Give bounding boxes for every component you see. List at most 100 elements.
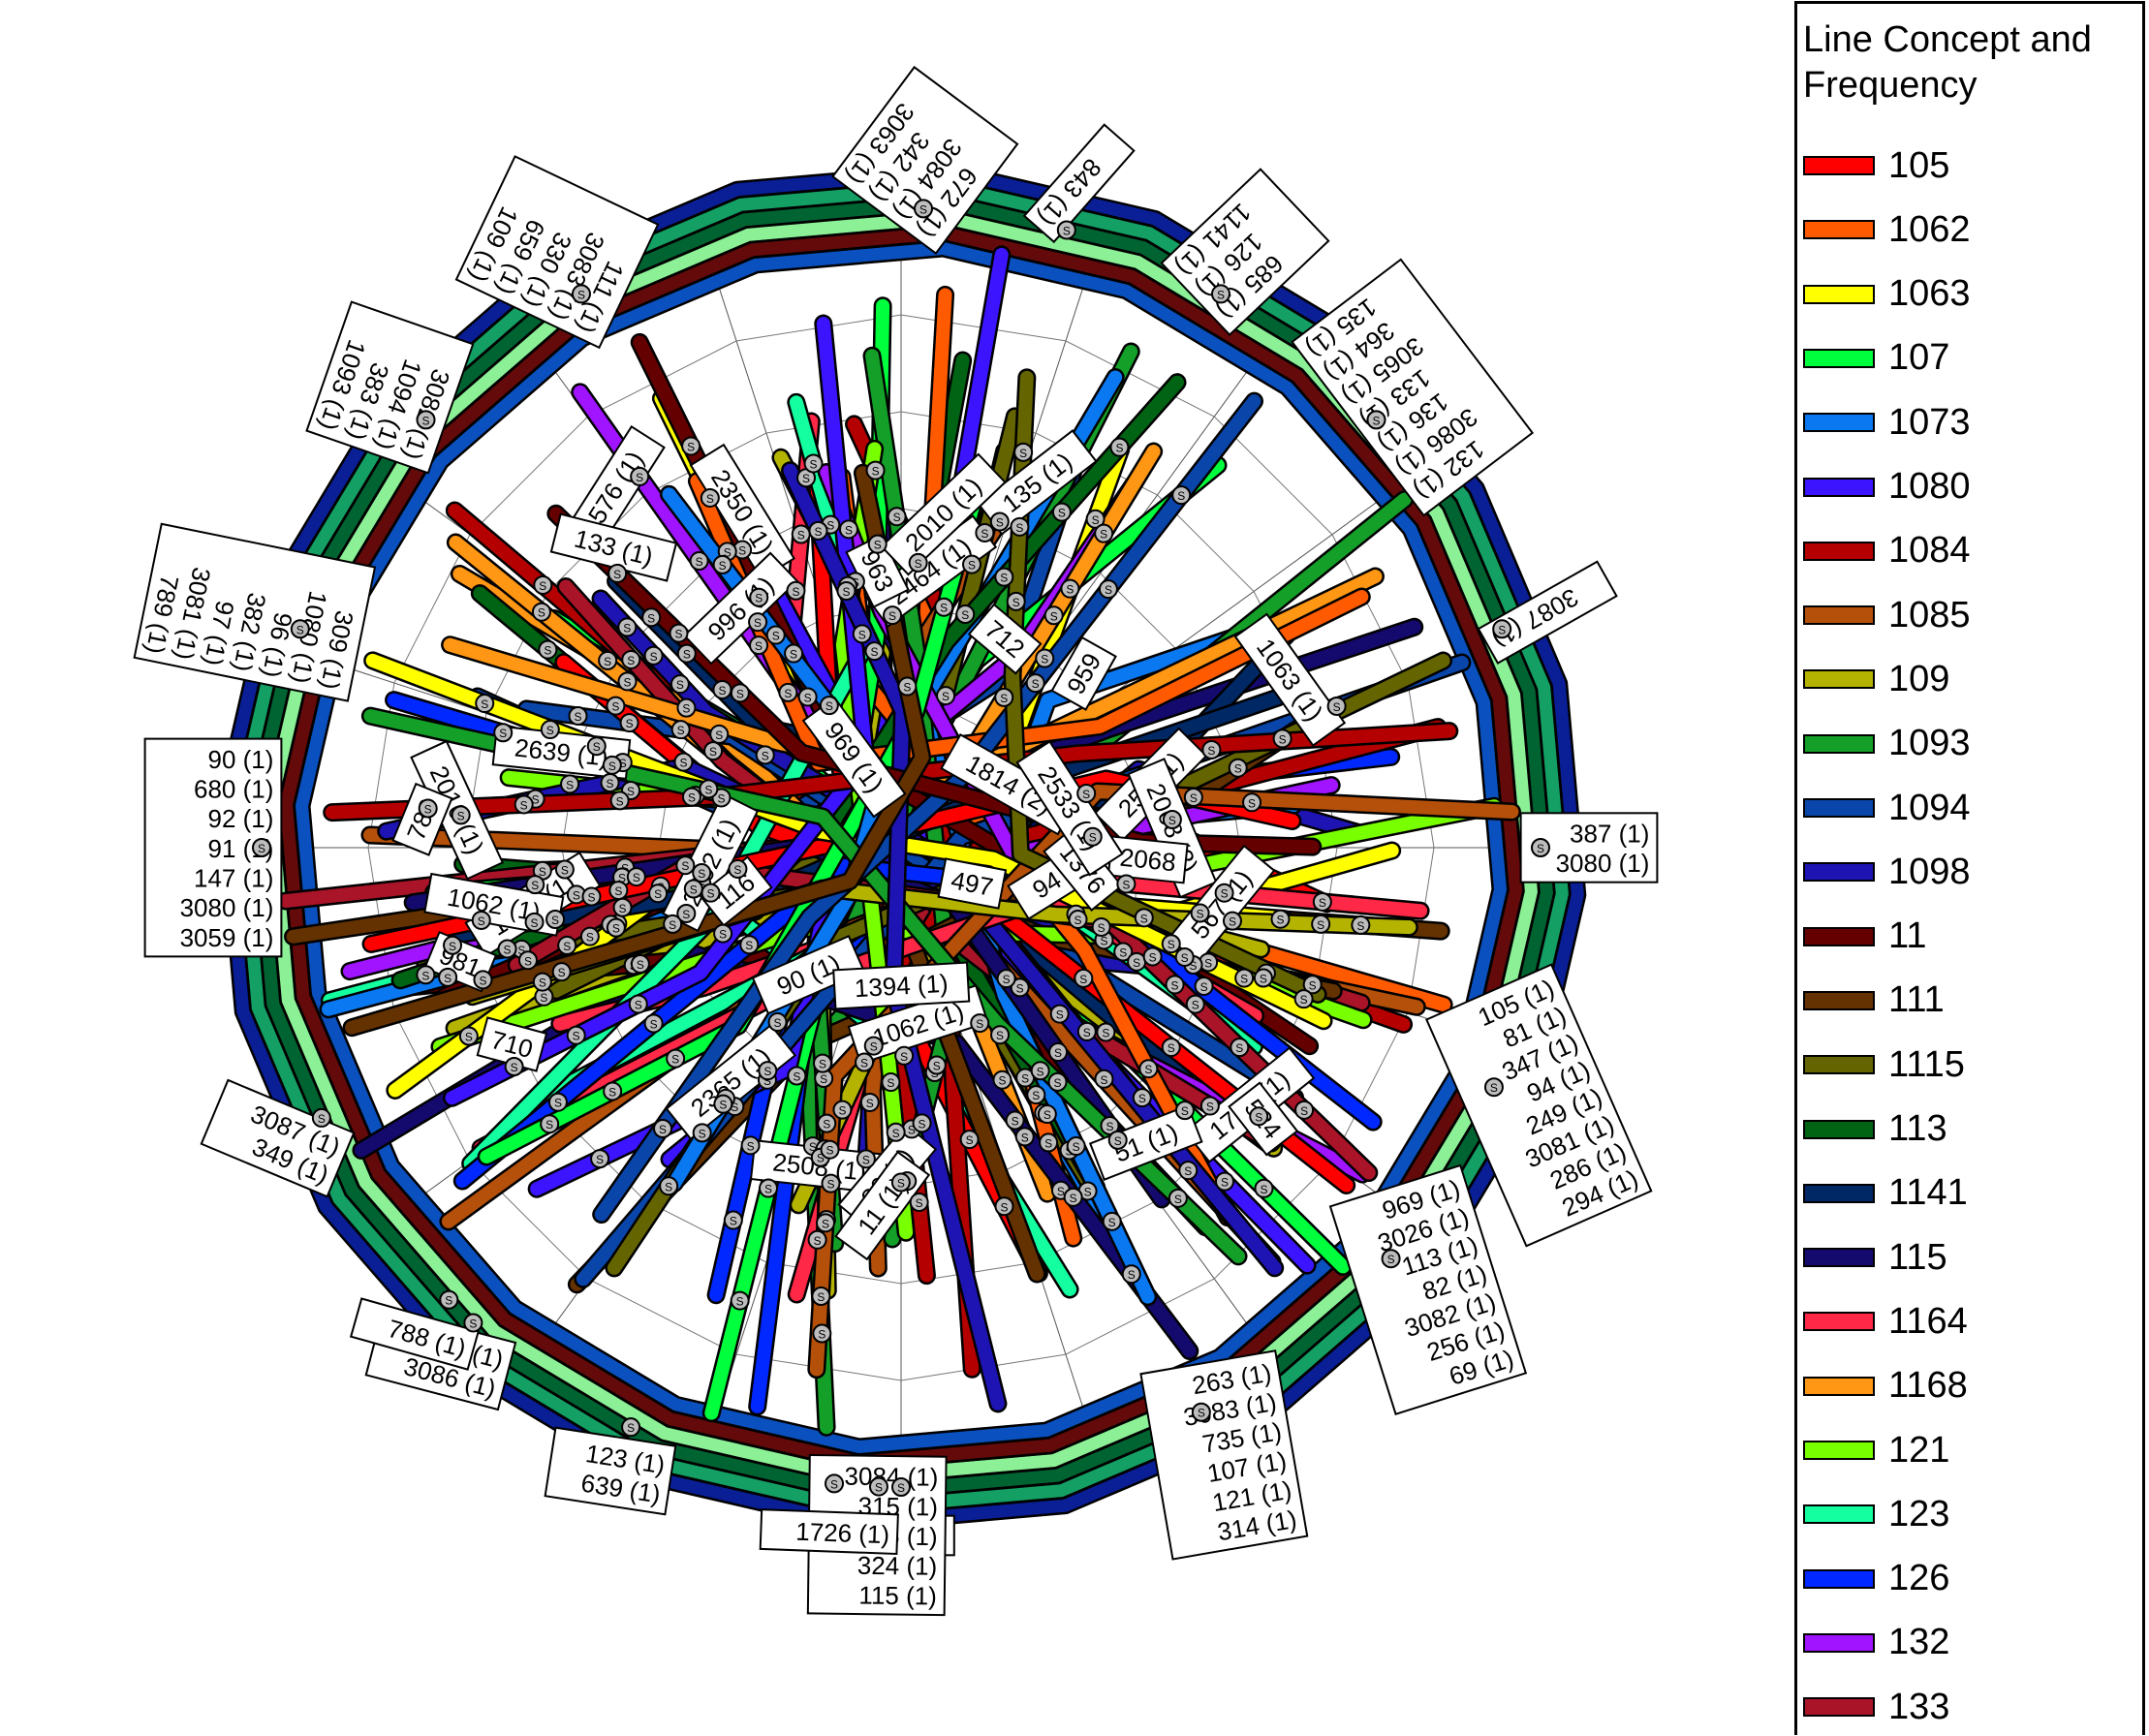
stop-marker: S xyxy=(859,1092,880,1112)
stop-marker: S xyxy=(641,607,662,628)
svg-text:S: S xyxy=(608,1085,616,1099)
legend-item: 109 xyxy=(1803,658,1949,700)
svg-text:S: S xyxy=(481,698,488,711)
stop-marker: S xyxy=(1132,1088,1152,1108)
svg-text:S: S xyxy=(457,809,465,822)
svg-text:S: S xyxy=(1105,583,1112,597)
stop-marker: S xyxy=(554,859,575,880)
stop-marker: S xyxy=(504,1057,524,1077)
svg-text:S: S xyxy=(1144,1063,1152,1076)
svg-text:S: S xyxy=(870,1040,878,1054)
svg-text:S: S xyxy=(915,557,922,571)
stop-marker: S xyxy=(617,671,638,692)
svg-text:S: S xyxy=(764,1183,772,1196)
stop-marker: S xyxy=(689,551,709,572)
stop-marker: S xyxy=(557,935,577,955)
legend-item: 1080 xyxy=(1803,466,1971,509)
stop-marker: S xyxy=(1249,1106,1269,1127)
stop-marker: S xyxy=(1014,1127,1035,1147)
stop-marker: S xyxy=(797,687,818,707)
legend-swatch xyxy=(1803,990,1875,1010)
stop-marker: S xyxy=(1142,946,1163,967)
stop-marker: S xyxy=(626,867,646,887)
stop-marker: S xyxy=(863,1036,884,1056)
stop-marker: S xyxy=(1043,605,1064,626)
station-labels: 672 (1)3084 (1)342 (1)3063 (1)843 (1)685… xyxy=(133,65,1659,1617)
stop-marker: S xyxy=(1066,1136,1086,1157)
svg-text:S: S xyxy=(814,1234,822,1248)
legend-swatch xyxy=(1803,1441,1875,1460)
svg-text:S: S xyxy=(422,414,430,427)
stop-marker: S xyxy=(1302,975,1323,995)
stop-marker: S xyxy=(1010,516,1030,537)
stop-marker: S xyxy=(1107,1130,1128,1150)
legend-item: 1073 xyxy=(1803,401,1971,444)
svg-text:S: S xyxy=(733,863,741,877)
stop-marker: S xyxy=(1234,968,1255,988)
svg-text:S: S xyxy=(627,1421,635,1435)
stop-marker: S xyxy=(867,534,888,554)
svg-text:S: S xyxy=(1498,623,1506,636)
svg-text:S: S xyxy=(774,1016,782,1030)
svg-text:S: S xyxy=(465,1031,473,1044)
stop-marker: S xyxy=(1100,1115,1120,1135)
legend-item: 126 xyxy=(1803,1558,1949,1600)
stop-marker: S xyxy=(1006,591,1026,611)
svg-text:S: S xyxy=(626,717,634,730)
svg-text:S: S xyxy=(814,525,822,539)
svg-text:S: S xyxy=(1260,1183,1267,1196)
stop-marker: S xyxy=(524,912,545,932)
svg-text:S: S xyxy=(1057,1185,1065,1198)
svg-text:S: S xyxy=(874,539,882,552)
legend-item: 1115 xyxy=(1803,1043,1965,1086)
svg-text:S: S xyxy=(747,1139,755,1153)
stop-marker: S xyxy=(676,698,697,718)
stop-marker: S xyxy=(897,676,918,697)
station-label-text: 680 (1) xyxy=(194,774,273,803)
stop-marker: S xyxy=(699,779,719,799)
stop-marker: S xyxy=(1165,975,1185,995)
stop-marker: S xyxy=(748,612,768,633)
stop-marker: S xyxy=(497,939,517,959)
svg-text:S: S xyxy=(1089,831,1097,845)
svg-text:S: S xyxy=(688,791,696,805)
stop-marker: S xyxy=(676,903,697,923)
stop-markers: S SSSSSSSSSSSSSSSSSSSSSSSSSSSSSSSSSSSSSSS… xyxy=(252,199,1550,1497)
stop-marker: S xyxy=(525,875,545,895)
stop-marker: S xyxy=(996,969,1016,989)
svg-text:S: S xyxy=(866,1097,874,1110)
svg-text:S: S xyxy=(1074,914,1082,927)
stop-marker: S xyxy=(811,1286,831,1307)
legend-swatch xyxy=(1803,669,1875,690)
svg-text:S: S xyxy=(1114,1134,1122,1148)
stop-marker: S xyxy=(820,1139,840,1160)
stop-marker: S xyxy=(1048,1042,1069,1063)
stop-marker: S xyxy=(1109,437,1130,457)
svg-text:S: S xyxy=(1128,1268,1136,1282)
stop-marker: S xyxy=(817,1113,837,1133)
svg-text:S: S xyxy=(793,1070,800,1084)
stop-marker: S xyxy=(1063,1187,1083,1207)
svg-text:S: S xyxy=(888,609,896,623)
svg-text:S: S xyxy=(608,760,616,773)
svg-text:S: S xyxy=(706,492,714,506)
svg-text:S: S xyxy=(919,202,927,216)
stop-marker: S xyxy=(1056,220,1076,240)
svg-text:S: S xyxy=(1122,878,1130,891)
svg-text:S: S xyxy=(554,1097,562,1110)
svg-text:S: S xyxy=(897,1481,905,1495)
stop-marker: S xyxy=(600,772,620,792)
legend-label: 1085 xyxy=(1888,594,1971,636)
legend-item: 1062 xyxy=(1803,208,1971,251)
svg-text:S: S xyxy=(976,1017,983,1031)
svg-text:S: S xyxy=(719,1099,727,1112)
svg-text:S: S xyxy=(719,928,727,942)
svg-text:S: S xyxy=(818,1328,825,1342)
stop-marker: S xyxy=(1174,1100,1195,1121)
legend-item: 1164 xyxy=(1803,1300,1968,1343)
svg-text:S: S xyxy=(612,922,620,936)
svg-text:S: S xyxy=(1073,1140,1080,1154)
stop-marker: S xyxy=(1162,809,1182,829)
svg-text:S: S xyxy=(730,1215,737,1228)
stop-marker: S xyxy=(1183,787,1203,807)
